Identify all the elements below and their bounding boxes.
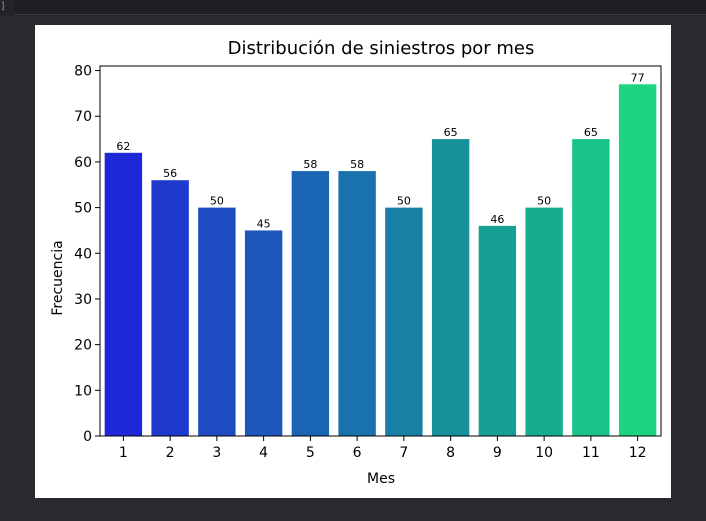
bar-2 — [151, 180, 189, 436]
y-tick-label-50: 50 — [74, 201, 92, 217]
data-label-2: 56 — [163, 167, 177, 180]
data-label-3: 50 — [210, 195, 224, 208]
bar-chart: Distribución de siniestros por mes Frecu… — [50, 38, 662, 487]
data-label-12: 77 — [631, 71, 645, 84]
data-label-9: 46 — [490, 213, 504, 226]
data-label-1: 62 — [116, 140, 130, 153]
data-label-7: 50 — [397, 195, 411, 208]
y-tick-labels: 0 10 20 30 40 50 60 70 80 — [74, 64, 100, 445]
x-tick-label-1: 1 — [119, 445, 128, 461]
bar-11 — [572, 139, 610, 436]
data-labels: 62 56 50 45 58 58 50 65 46 50 65 77 — [116, 71, 644, 230]
y-tick-label-80: 80 — [74, 64, 92, 80]
data-label-5: 58 — [303, 158, 317, 171]
y-tick-label-30: 30 — [74, 292, 92, 308]
bar-4 — [244, 230, 283, 436]
cell-bracket: ] — [0, 1, 7, 12]
bar-1 — [104, 152, 143, 436]
data-label-10: 50 — [537, 195, 551, 208]
data-label-8: 65 — [444, 126, 458, 139]
x-tick-label-5: 5 — [306, 445, 315, 461]
y-tick-label-0: 0 — [83, 429, 92, 445]
data-label-4: 45 — [257, 217, 271, 230]
y-axis-label: Frecuencia — [50, 240, 66, 315]
x-tick-label-3: 3 — [212, 445, 221, 461]
x-tick-label-7: 7 — [399, 445, 408, 461]
bar-3 — [198, 207, 236, 436]
data-label-6: 58 — [350, 158, 364, 171]
x-tick-label-4: 4 — [259, 445, 268, 461]
x-tick-label-10: 10 — [535, 445, 553, 461]
bar-10 — [525, 207, 563, 436]
x-tick-label-8: 8 — [446, 445, 455, 461]
notebook-cell-edge: ] — [0, 0, 706, 16]
y-tick-label-20: 20 — [74, 338, 92, 354]
x-axis-label: Mes — [367, 471, 395, 487]
plot-frame — [99, 65, 662, 437]
chart-figure: Distribución de siniestros por mes Frecu… — [35, 25, 671, 498]
bar-5 — [291, 171, 330, 437]
bar-8 — [431, 139, 470, 436]
y-tick-label-40: 40 — [74, 246, 92, 262]
y-tick-label-10: 10 — [74, 383, 92, 399]
chart-title: Distribución de siniestros por mes — [228, 38, 535, 59]
y-tick-label-60: 60 — [74, 155, 92, 171]
cell-input-area[interactable] — [14, 0, 706, 15]
x-tick-label-2: 2 — [166, 445, 175, 461]
data-label-11: 65 — [584, 126, 598, 139]
bar-9 — [478, 225, 517, 436]
bar-7 — [385, 207, 423, 436]
x-tick-labels: 1 2 3 4 5 6 7 8 9 10 11 12 — [119, 436, 647, 461]
bar-6 — [338, 171, 376, 437]
x-tick-label-6: 6 — [353, 445, 362, 461]
x-tick-label-9: 9 — [493, 445, 502, 461]
x-tick-label-11: 11 — [582, 445, 600, 461]
bars-group — [104, 84, 657, 437]
y-tick-label-70: 70 — [74, 109, 92, 125]
bar-12 — [618, 84, 657, 436]
x-tick-label-12: 12 — [629, 445, 647, 461]
